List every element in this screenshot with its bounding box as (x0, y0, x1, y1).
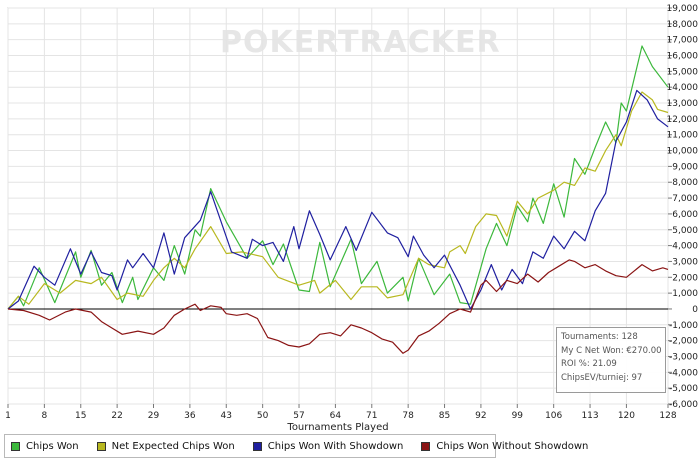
legend-swatch (11, 441, 20, 451)
y-axis: 19,000 18,000 17,000 16,000 15,000 14,000 13,0… (667, 4, 699, 410)
legend-swatch (96, 441, 106, 451)
legend-item-without-showdown[interactable]: Chips Won Without Showdown (421, 441, 588, 452)
legend-label: Net Expected Chips Won (111, 440, 235, 452)
stats-roi: ROI %: 21.09 (561, 359, 617, 369)
x-tick-label: 50 (257, 411, 269, 421)
y-tick-label: 5,000 (672, 226, 698, 236)
legend-label: Chips Won With Showdown (267, 440, 404, 452)
y-tick-label: 12,000 (667, 115, 699, 125)
y-tick-label: -3,000 (669, 352, 698, 362)
legend: Chips Won Net Expected Chips Won Chips W… (4, 434, 588, 458)
x-tick-label: 8 (42, 411, 48, 421)
y-tick-label: 17,000 (667, 36, 699, 46)
y-tick-label: -4,000 (669, 368, 698, 378)
x-axis: 1 8 15 22 29 36 43 50 57 64 71 78 85 92 99 106 113 120 128 (5, 404, 677, 421)
y-tick-label: 0 (692, 305, 698, 315)
x-tick-label: 99 (512, 411, 524, 421)
x-axis-title: Tournaments Played (286, 422, 388, 433)
stats-tournaments: Tournaments: 128 (561, 332, 638, 342)
legend-swatch (421, 441, 431, 451)
y-tick-label: 19,000 (667, 4, 699, 14)
y-tick-label: -1,000 (669, 321, 698, 331)
x-tick-label: 1 (5, 411, 11, 421)
y-tick-label: 11,000 (667, 131, 699, 141)
x-tick-label: 106 (545, 411, 562, 421)
x-tick-label: 113 (581, 411, 598, 421)
y-tick-label: 3,000 (672, 257, 698, 267)
y-tick-label: -2,000 (669, 337, 698, 347)
x-tick-label: 128 (659, 411, 676, 421)
x-tick-label: 85 (439, 411, 450, 421)
y-tick-label: 16,000 (667, 52, 699, 62)
y-tick-label: 8,000 (672, 178, 698, 188)
y-tick-label: 10,000 (667, 147, 699, 157)
y-tick-label: 6,000 (672, 210, 698, 220)
x-tick-label: 29 (148, 411, 160, 421)
y-tick-label: 18,000 (667, 20, 699, 30)
series-layer (7, 45, 669, 354)
x-tick-label: 15 (75, 411, 86, 421)
y-tick-label: 4,000 (672, 242, 698, 252)
x-tick-label: 78 (402, 411, 414, 421)
x-tick-label: 120 (618, 411, 635, 421)
y-tick-label: 1,000 (672, 289, 698, 299)
legend-label: Chips Won (26, 440, 79, 452)
y-tick-label: 2,000 (672, 273, 698, 283)
x-tick-label: 36 (184, 411, 196, 421)
y-tick-label: -6,000 (669, 400, 698, 410)
legend-item-chips-won[interactable]: Chips Won (11, 441, 79, 452)
watermark: POKERTRACKER (220, 25, 501, 60)
legend-swatch (252, 441, 262, 451)
series-line-2 (7, 89, 669, 310)
legend-item-with-showdown[interactable]: Chips Won With Showdown (252, 440, 404, 452)
stats-box: Tournaments: 128 My C Net Won: €270.00 R… (556, 327, 666, 393)
x-tick-label: 57 (293, 411, 304, 421)
stats-chips-ev: ChipsEV/turniej: 97 (561, 372, 643, 383)
y-tick-label: 9,000 (672, 162, 698, 172)
x-tick-label: 92 (475, 411, 486, 421)
x-tick-label: 22 (111, 411, 122, 421)
y-tick-label: 15,000 (667, 67, 699, 77)
stats-net-won: My C Net Won: €270.00 (561, 345, 662, 356)
y-tick-label: 14,000 (667, 83, 699, 93)
x-tick-label: 64 (330, 411, 342, 421)
y-tick-label: -5,000 (669, 384, 698, 394)
legend-label: Chips Won Without Showdown (436, 440, 589, 452)
y-tick-label: 7,000 (672, 194, 698, 204)
series-line-3 (7, 259, 669, 354)
legend-item-net-expected[interactable]: Net Expected Chips Won (96, 440, 235, 452)
x-tick-label: 43 (221, 411, 232, 421)
y-tick-label: 13,000 (667, 99, 699, 109)
x-tick-label: 71 (366, 411, 377, 421)
series-line-1 (7, 91, 669, 310)
grid (7, 7, 669, 405)
